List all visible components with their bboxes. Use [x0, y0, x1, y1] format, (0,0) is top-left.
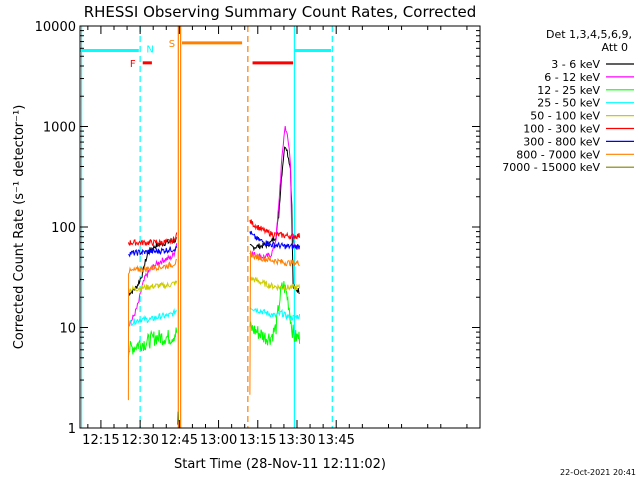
x-tick-label: 13:30 [278, 433, 315, 448]
legend-entry-label: 12 - 25 keV [537, 84, 600, 97]
x-tick-label: 13:45 [317, 433, 354, 448]
legend-entry-label: 300 - 800 keV [523, 135, 600, 148]
y-axis-label: Corrected Count Rate (s⁻¹ detector⁻¹) [12, 105, 27, 350]
y-tick-label: 10 [59, 322, 76, 337]
legend-entry-label: 25 - 50 keV [537, 97, 600, 110]
legend-header-detectors: Det 1,3,4,5,6,9, [546, 28, 632, 41]
legend-entry-label: 6 - 12 keV [544, 71, 600, 84]
x-tick-label: 13:00 [200, 433, 237, 448]
series-line [128, 307, 177, 328]
y-tick-label: 100 [51, 221, 76, 236]
legend-entry-label: 100 - 300 keV [523, 123, 600, 136]
x-axis-ticks: 12:15 12:30 12:45 13:00 13:15 13:30 13:45 [82, 26, 481, 448]
flag-label: F [130, 59, 136, 70]
y-tick-label: 10000 [35, 20, 76, 35]
x-axis-label: Start Time (28-Nov-11 12:11:02) [174, 457, 386, 472]
series-line [249, 307, 301, 321]
x-tick-label: 12:15 [82, 433, 119, 448]
series-line [249, 281, 301, 346]
legend-header-attenuator: Att 0 [602, 41, 628, 54]
series-line [249, 146, 300, 295]
series-line [177, 411, 180, 425]
series-line [127, 280, 178, 294]
x-tick-label: 12:30 [121, 433, 158, 448]
legend-entry-label: 7000 - 15000 keV [502, 161, 600, 174]
series-lines [127, 126, 301, 425]
series-line [127, 327, 178, 358]
chart-title: RHESSI Observing Summary Count Rates, Co… [84, 3, 477, 21]
series-line [127, 232, 178, 247]
y-tick-label: 1000 [43, 121, 76, 136]
footer-date: 22-Oct-2021 20:41 [560, 468, 636, 477]
series-line [128, 245, 178, 258]
x-tick-label: 12:45 [161, 433, 198, 448]
series-line [249, 230, 301, 250]
vertical-markers [80, 26, 333, 428]
x-tick-label: 13:15 [239, 433, 276, 448]
flag-label: S [169, 39, 175, 50]
series-line [128, 237, 178, 297]
y-axis-ticks: 1 10 100 1000 10000 [35, 20, 480, 437]
y-tick-label: 1 [68, 422, 76, 437]
legend-entry-label: 800 - 7000 keV [516, 148, 600, 161]
flag-bars: NF S [80, 39, 331, 70]
series-line [249, 219, 301, 240]
flag-label: N [146, 44, 153, 55]
legend-entry-label: 3 - 6 keV [551, 58, 600, 71]
series-line [249, 250, 300, 395]
series-line [127, 258, 178, 401]
legend-entry-label: 50 - 100 keV [530, 110, 600, 123]
series-line [249, 276, 301, 292]
